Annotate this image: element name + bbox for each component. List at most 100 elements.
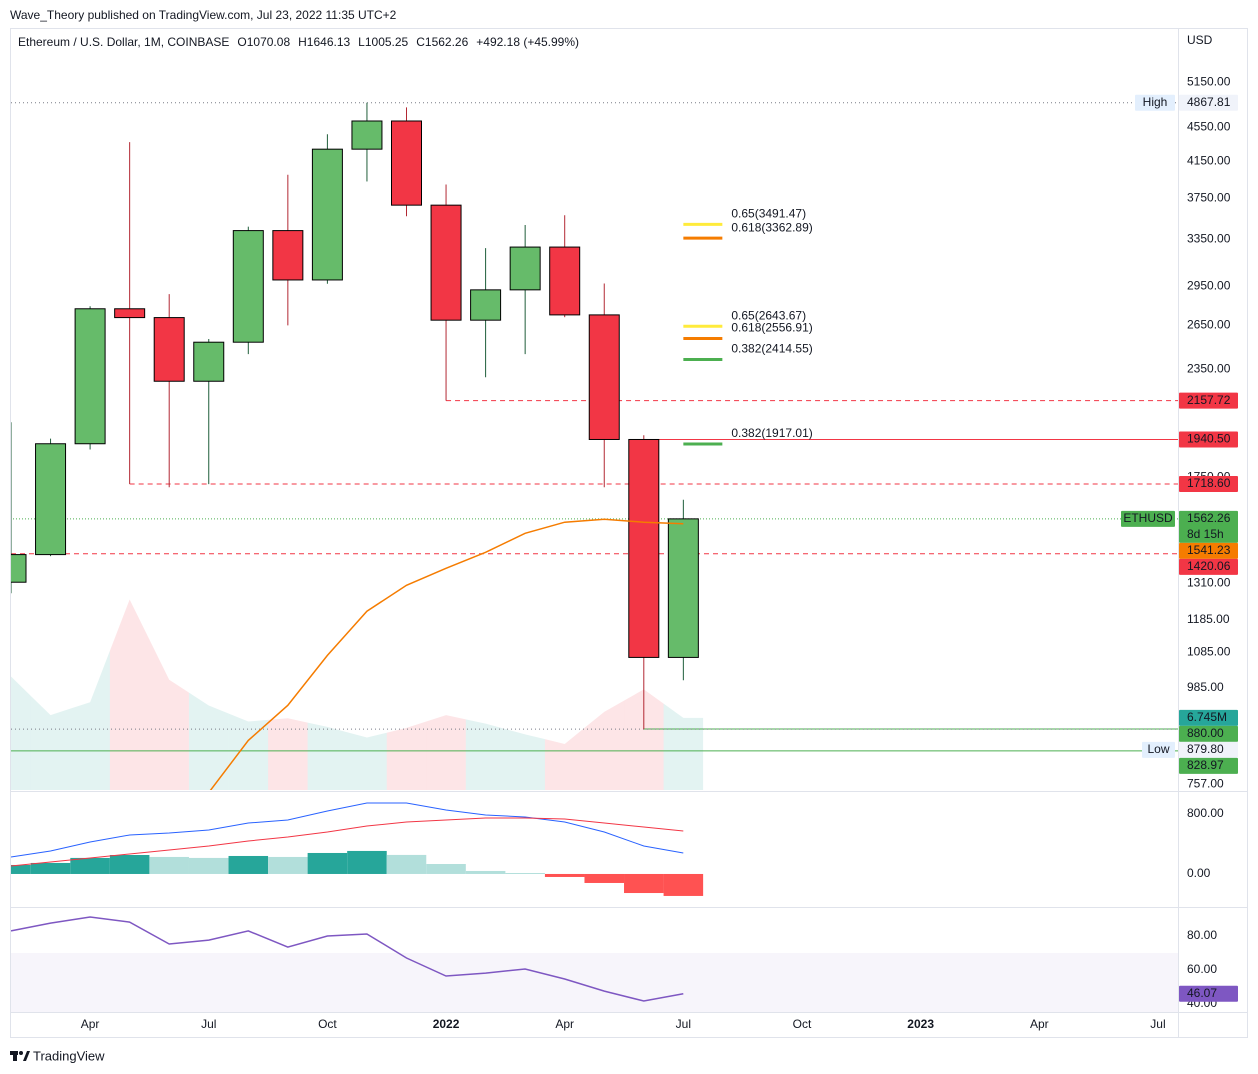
- level-label-box: [1179, 757, 1238, 774]
- level-label: 879.80: [1187, 742, 1224, 756]
- logo-part: [23, 1051, 30, 1061]
- fib-label: 0.382(1917.01): [731, 426, 812, 440]
- macd-histogram-bar: [228, 855, 269, 874]
- x-tick-label: Apr: [81, 1017, 100, 1031]
- x-tick-label: 2022: [433, 1017, 460, 1031]
- x-tick-label: Oct: [793, 1017, 812, 1031]
- level-label: 4867.81: [1187, 95, 1231, 109]
- candle-body: [193, 341, 225, 382]
- volume-area: [386, 721, 427, 790]
- fib-label: 0.618(2556.91): [731, 321, 812, 335]
- price-label-box: [1179, 510, 1238, 543]
- legend-value: O1070.08: [237, 35, 290, 49]
- price-label: 8d 15h: [1187, 527, 1224, 541]
- macd-histogram-bar: [505, 873, 545, 874]
- y-tick-label: 0.00: [1187, 866, 1211, 880]
- rsi-label-box: [1179, 985, 1238, 1002]
- ema-label-box: [1179, 542, 1238, 559]
- level-label: 828.97: [1187, 758, 1224, 772]
- volume-area: [426, 715, 466, 790]
- volume-area: [544, 727, 585, 790]
- volume-area: [149, 639, 189, 790]
- candle-body: [549, 246, 581, 316]
- y-tick-label: 1185.00: [1187, 612, 1230, 626]
- macd-histogram-bar: [584, 873, 625, 883]
- y-tick-label: 2650.00: [1187, 318, 1231, 332]
- level-label-box: [1179, 558, 1238, 575]
- label-tag: ETHUSD: [1123, 511, 1173, 525]
- x-tick-label: Apr: [1030, 1017, 1049, 1031]
- volume-area: [268, 718, 308, 790]
- rsi-line: [10, 916, 684, 1002]
- level-label-box: [1179, 431, 1238, 448]
- candle-body: [114, 308, 146, 319]
- logo-part: [13, 1051, 17, 1061]
- macd-histogram-bar: [663, 873, 704, 896]
- brand: TradingView: [33, 1048, 105, 1063]
- candle-body: [470, 289, 502, 321]
- y-tick-label: 1085.00: [1187, 645, 1231, 659]
- ema-line: [209, 518, 684, 790]
- logo-part: [19, 1051, 23, 1055]
- macd-histogram-bar: [188, 857, 229, 874]
- publisher: Wave_Theory published on TradingView.com…: [10, 8, 397, 22]
- legend-value: H1646.13: [298, 35, 350, 49]
- macd-line: [10, 802, 684, 858]
- level-label: 1420.06: [1187, 559, 1231, 573]
- frame: [10, 28, 1248, 1038]
- level-label-box: [1179, 392, 1238, 409]
- label-tag: High: [1143, 95, 1168, 109]
- y-tick-label: 4150.00: [1187, 153, 1231, 167]
- label-tag-box: [1121, 510, 1175, 527]
- volume-area: [10, 676, 31, 790]
- macd-histogram-bar: [426, 864, 466, 874]
- fib-label: 0.618(3362.89): [731, 220, 812, 234]
- level-label: 2157.72: [1187, 393, 1231, 407]
- legend-value: C1562.26: [416, 35, 468, 49]
- level-label-box: [1179, 94, 1238, 111]
- volume-area: [584, 700, 625, 790]
- rsi-pane: [10, 916, 1178, 1012]
- volume-area: [70, 650, 110, 790]
- macd-histogram-bar: [347, 850, 387, 874]
- y-tick-label: 3750.00: [1187, 190, 1231, 204]
- ema-label: 1541.23: [1187, 543, 1231, 557]
- fib-label: 0.382(2414.55): [731, 342, 812, 356]
- macd-histogram-bar: [624, 873, 664, 894]
- level-label-box: [1179, 741, 1238, 758]
- y-tick-label: 80.00: [1187, 928, 1217, 942]
- macd-pane: [10, 802, 704, 896]
- brand-logo: [10, 1051, 30, 1061]
- fib-label: 0.65(3491.47): [731, 207, 806, 221]
- macd-histogram-bar: [268, 856, 308, 874]
- level-label: 1718.60: [1187, 476, 1231, 490]
- y-tick-label: 3350.00: [1187, 232, 1231, 246]
- volume-area: [228, 713, 269, 790]
- legend-value: +492.18 (+45.99%): [476, 35, 579, 49]
- legend: Ethereum / U.S. Dollar, 1M, COINBASE O107…: [18, 35, 579, 49]
- candle-body: [351, 120, 383, 150]
- macd-histogram-bar: [70, 857, 110, 874]
- y-tick-label: 5150.00: [1187, 74, 1231, 88]
- price-pane: 0.65(3491.47)0.618(3362.89) 0.65(2643.67)…: [10, 102, 1178, 790]
- y-tick-label: 2950.00: [1187, 278, 1231, 292]
- volume-area: [465, 719, 506, 790]
- volume-area: [307, 722, 348, 790]
- price-label: 1562.26: [1187, 511, 1231, 525]
- rsi-label: 46.07: [1187, 986, 1217, 1000]
- volume-area: [505, 728, 545, 790]
- y-tick-label: 60.00: [1187, 962, 1217, 976]
- candle-body: [35, 443, 67, 556]
- legend-title: Ethereum / U.S. Dollar, 1M, COINBASE: [18, 35, 229, 49]
- rsi-band: [10, 953, 1178, 1012]
- candle-body: [667, 518, 699, 658]
- volume-label: 6.745M: [1187, 710, 1227, 724]
- level-label-box: [1179, 475, 1238, 492]
- candle-body: [311, 148, 343, 281]
- macd-histogram-bar: [386, 854, 427, 874]
- x-tick-label: Jul: [676, 1017, 691, 1031]
- signal-line: [10, 817, 684, 867]
- y-tick-label: 985.00: [1187, 680, 1224, 694]
- macd-histogram-bar: [10, 864, 31, 874]
